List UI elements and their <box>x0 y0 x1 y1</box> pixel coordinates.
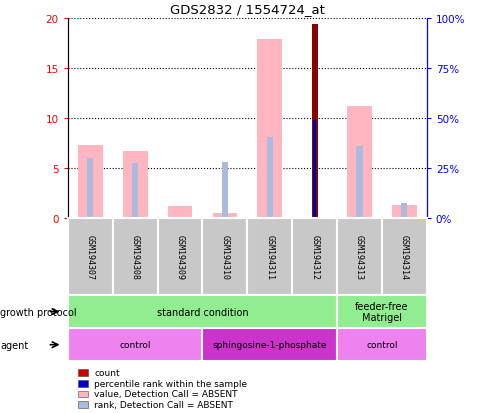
Bar <box>122 152 147 219</box>
Bar <box>400 204 407 219</box>
Bar <box>202 328 336 361</box>
Text: control: control <box>119 340 151 349</box>
Bar <box>87 159 93 219</box>
Bar <box>336 219 381 295</box>
Bar <box>202 219 247 295</box>
Bar <box>257 40 282 219</box>
Text: percentile rank within the sample: percentile rank within the sample <box>94 379 247 388</box>
Bar <box>157 219 202 295</box>
Bar <box>336 295 426 328</box>
Bar <box>212 214 237 219</box>
Text: feeder-free
Matrigel: feeder-free Matrigel <box>354 301 408 323</box>
Bar <box>68 219 112 295</box>
Text: GSM194310: GSM194310 <box>220 235 229 280</box>
Text: growth protocol: growth protocol <box>0 307 77 317</box>
Bar <box>68 295 336 328</box>
Bar <box>68 328 202 361</box>
Text: standard condition: standard condition <box>156 307 248 317</box>
Bar <box>266 138 272 219</box>
Bar <box>132 164 138 219</box>
Text: GSM194311: GSM194311 <box>265 235 274 280</box>
Bar <box>167 207 192 219</box>
Text: GSM194309: GSM194309 <box>175 235 184 280</box>
Text: GSM194307: GSM194307 <box>86 235 95 280</box>
Bar <box>347 107 371 219</box>
Text: count: count <box>94 368 120 377</box>
Text: GSM194314: GSM194314 <box>399 235 408 280</box>
Text: GSM194308: GSM194308 <box>130 235 139 280</box>
Bar <box>78 146 103 219</box>
Bar <box>311 25 317 219</box>
Bar <box>336 328 426 361</box>
Bar <box>312 121 316 219</box>
Bar <box>247 219 291 295</box>
Text: value, Detection Call = ABSENT: value, Detection Call = ABSENT <box>94 389 237 399</box>
Text: control: control <box>365 340 397 349</box>
Text: agent: agent <box>0 340 29 350</box>
Bar <box>221 163 227 219</box>
Title: GDS2832 / 1554724_at: GDS2832 / 1554724_at <box>169 3 324 16</box>
Bar <box>112 219 157 295</box>
Bar <box>381 219 426 295</box>
Bar <box>356 147 362 219</box>
Text: sphingosine-1-phosphate: sphingosine-1-phosphate <box>212 340 326 349</box>
Text: rank, Detection Call = ABSENT: rank, Detection Call = ABSENT <box>94 400 232 409</box>
Text: GSM194313: GSM194313 <box>354 235 363 280</box>
Text: GSM194312: GSM194312 <box>309 235 318 280</box>
Bar <box>291 219 336 295</box>
Bar <box>391 206 416 219</box>
